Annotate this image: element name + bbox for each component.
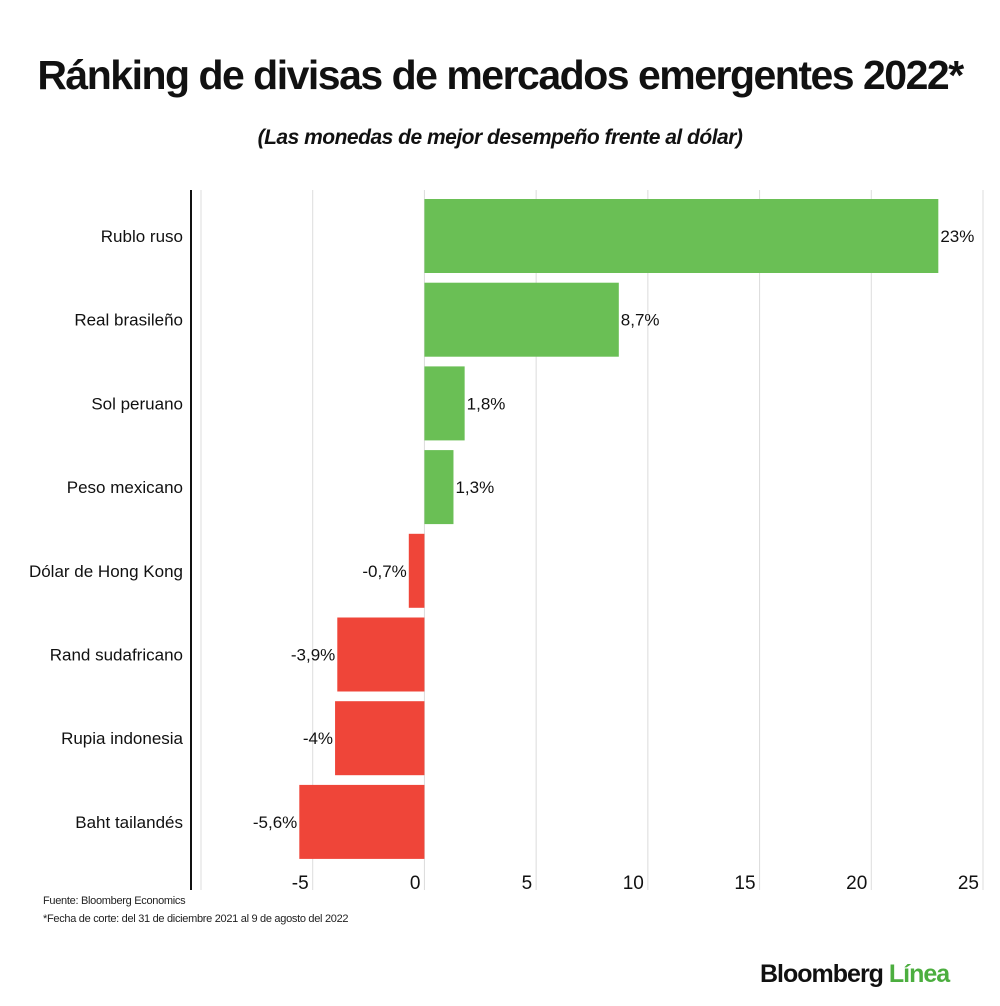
data-label: -5,6% xyxy=(253,813,297,832)
x-tick-label: 10 xyxy=(623,873,644,894)
bar xyxy=(424,450,454,525)
bar xyxy=(335,701,425,776)
chart-title: Ránking de divisas de mercados emergente… xyxy=(37,52,964,98)
logo-part1: Bloomberg xyxy=(760,960,884,988)
category-label: Sol peruano xyxy=(91,394,183,413)
bar xyxy=(424,282,619,357)
x-tick-label: 25 xyxy=(958,873,979,894)
category-label: Rand sudafricano xyxy=(50,646,183,665)
category-label: Peso mexicano xyxy=(67,478,183,497)
x-tick-label: 0 xyxy=(410,873,421,894)
bar xyxy=(408,533,425,608)
data-label: -4% xyxy=(303,729,333,748)
date-note: *Fecha de corte: del 31 de diciembre 202… xyxy=(43,913,349,925)
logo-part2: Línea xyxy=(888,960,950,988)
x-tick-label: 15 xyxy=(734,873,755,894)
category-label: Dólar de Hong Kong xyxy=(29,562,183,581)
x-tick-label: 5 xyxy=(522,873,533,894)
data-label: 1,3% xyxy=(455,478,494,497)
category-label: Baht tailandés xyxy=(75,813,183,832)
category-label: Rupia indonesia xyxy=(61,729,183,748)
bar xyxy=(424,199,939,273)
data-label: 8,7% xyxy=(621,311,660,330)
bar xyxy=(299,784,425,859)
x-tick-label: 20 xyxy=(846,873,867,894)
bar xyxy=(337,617,425,692)
category-label: Rublo ruso xyxy=(101,227,183,246)
data-label: 23% xyxy=(940,227,974,246)
bar xyxy=(424,366,465,441)
x-tick-label: -5 xyxy=(292,873,309,894)
data-label: -3,9% xyxy=(291,646,335,665)
data-label: -0,7% xyxy=(362,562,406,581)
data-label: 1,8% xyxy=(467,394,506,413)
bloomberg-linea-logo: Bloomberg Línea xyxy=(760,960,950,989)
category-label: Real brasileño xyxy=(74,311,183,330)
source-note: Fuente: Bloomberg Economics xyxy=(43,895,186,907)
chart-subtitle: (Las monedas de mejor desempeño frente a… xyxy=(257,126,743,149)
